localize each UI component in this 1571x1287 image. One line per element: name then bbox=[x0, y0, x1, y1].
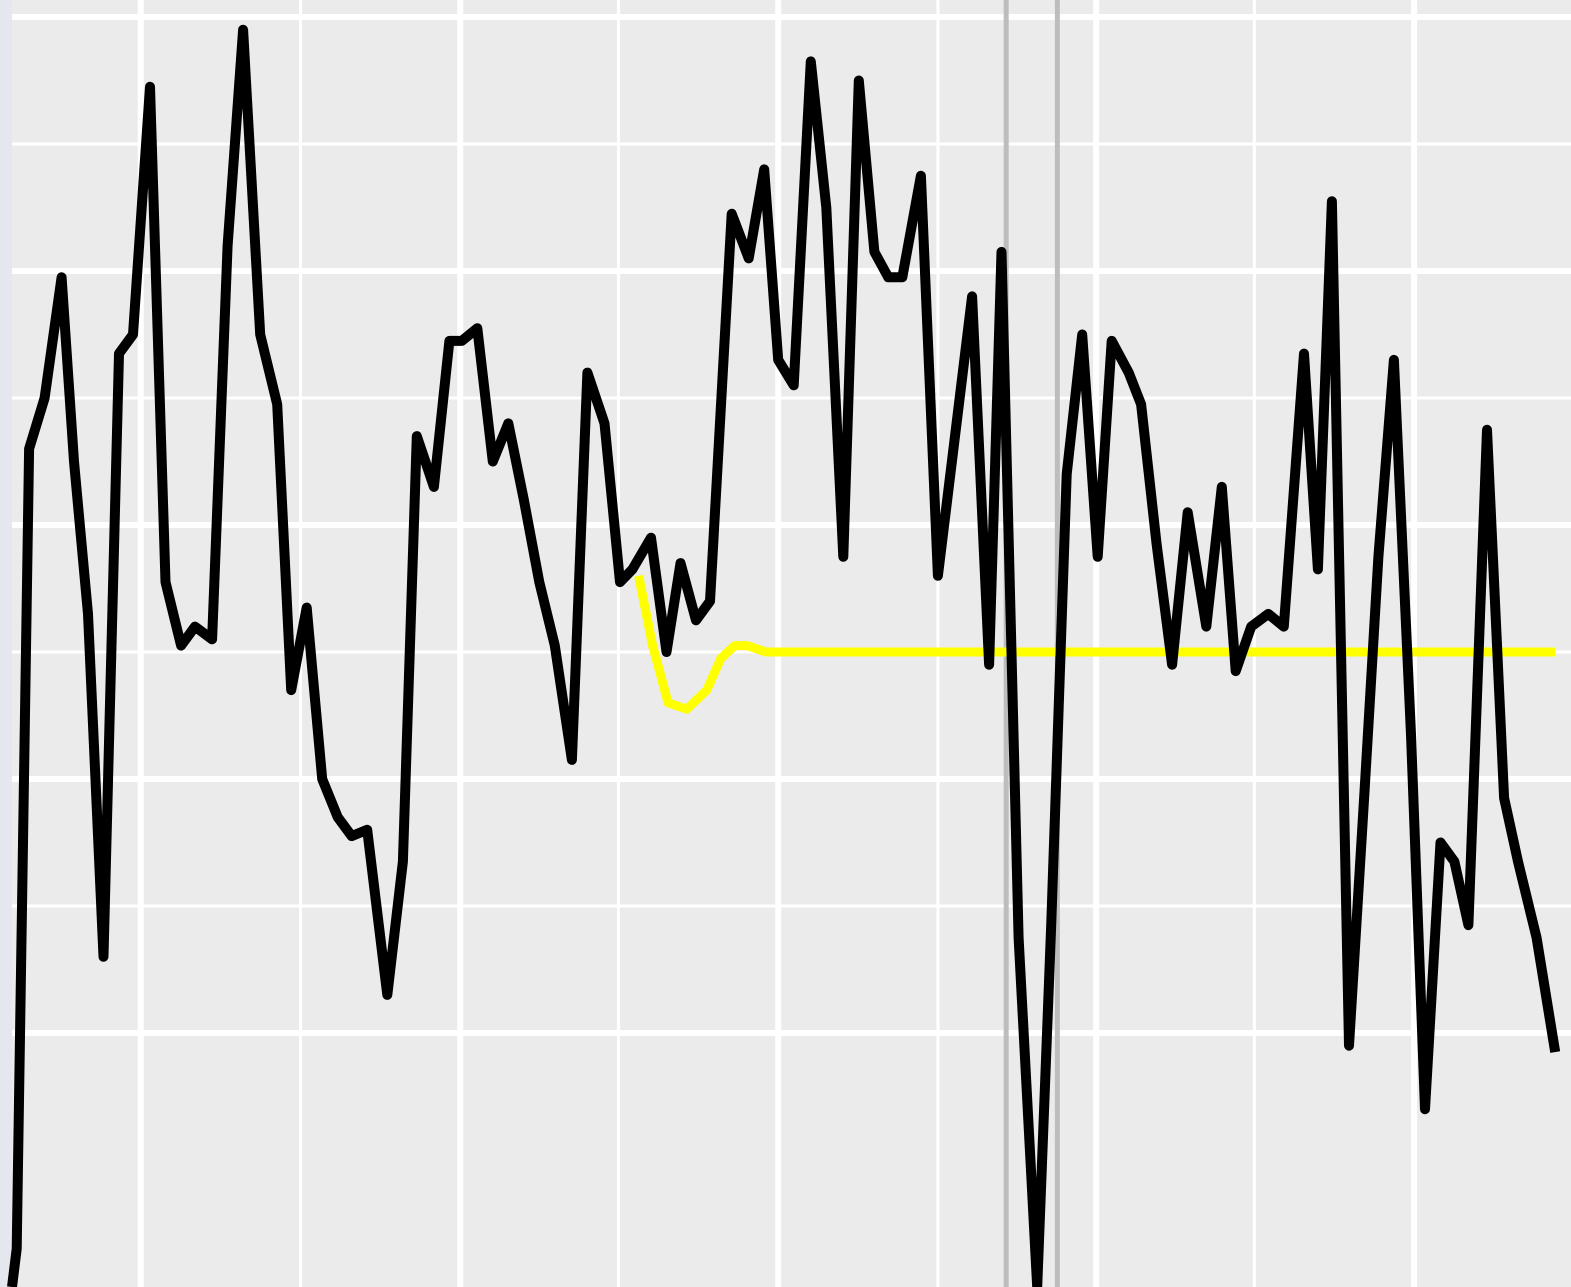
left-edge-strip bbox=[0, 0, 12, 1287]
series-lines bbox=[7, 24, 1561, 1287]
forecast-series-line bbox=[634, 574, 1556, 714]
actual-series-line bbox=[7, 24, 1561, 1287]
